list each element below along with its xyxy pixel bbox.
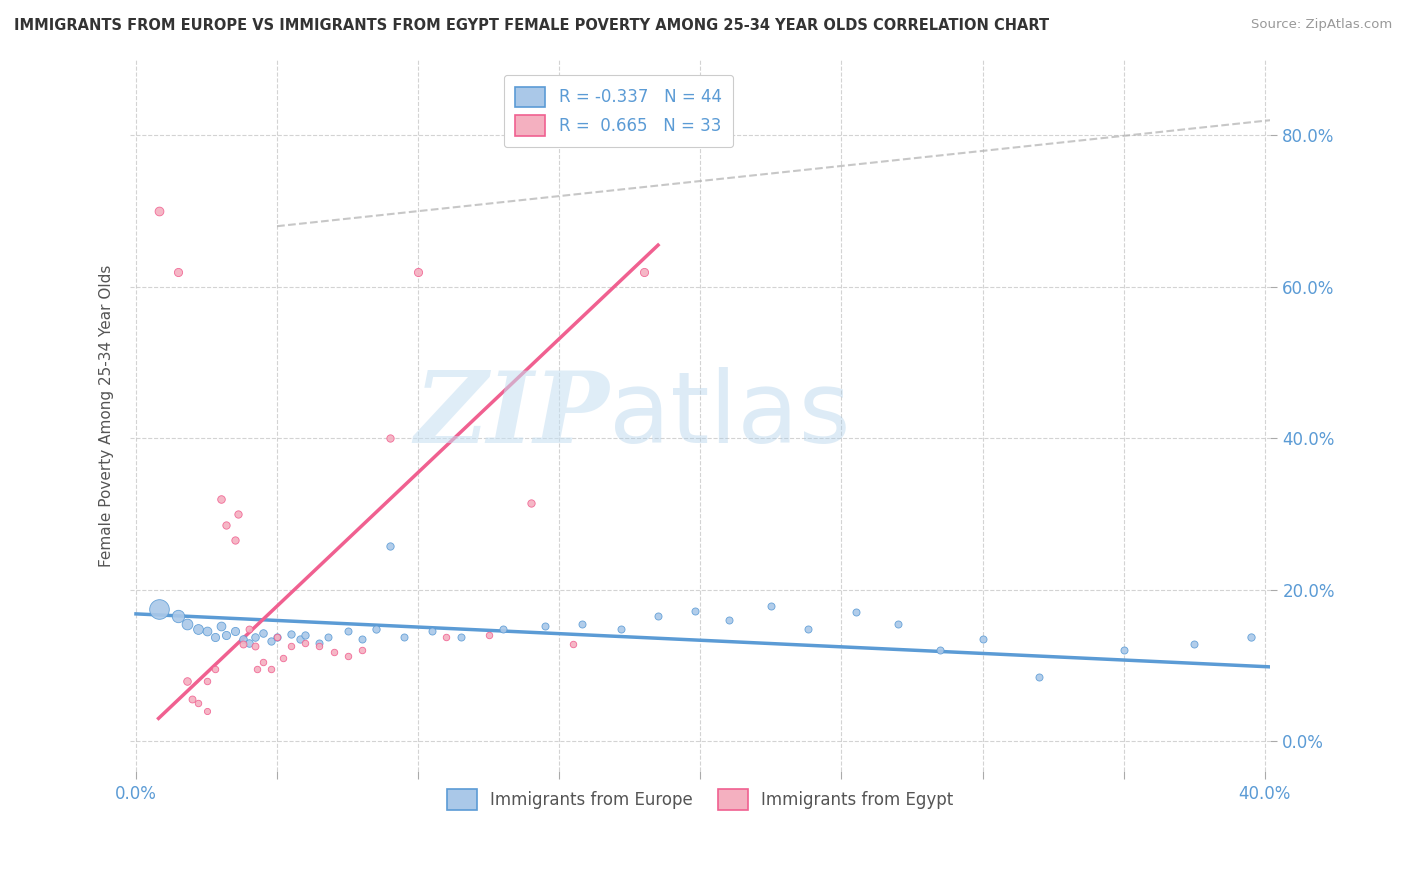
Point xyxy=(266,630,288,644)
Point xyxy=(243,630,266,644)
Point xyxy=(232,632,254,646)
Point xyxy=(364,622,387,636)
Point xyxy=(209,619,232,633)
Point xyxy=(520,495,543,509)
Point xyxy=(406,265,429,279)
Point xyxy=(316,630,339,644)
Point xyxy=(260,634,283,648)
Text: Source: ZipAtlas.com: Source: ZipAtlas.com xyxy=(1251,18,1392,31)
Point xyxy=(181,692,204,706)
Point xyxy=(392,630,415,644)
Point xyxy=(972,632,994,646)
Point xyxy=(378,539,401,553)
Point xyxy=(252,655,274,669)
Point xyxy=(647,609,669,624)
Point xyxy=(243,640,266,654)
Point xyxy=(271,650,294,665)
Point xyxy=(288,632,311,646)
Point xyxy=(280,626,302,640)
Point xyxy=(796,622,818,636)
Point xyxy=(450,630,472,644)
Point xyxy=(176,616,198,631)
Point xyxy=(266,630,288,644)
Point xyxy=(167,265,190,279)
Point xyxy=(226,507,249,521)
Point xyxy=(610,622,633,636)
Point xyxy=(1182,637,1205,651)
Point xyxy=(683,604,706,618)
Point xyxy=(336,624,359,639)
Text: ZIP: ZIP xyxy=(415,368,609,464)
Text: atlas: atlas xyxy=(609,367,851,464)
Point xyxy=(887,616,910,631)
Point xyxy=(929,643,952,657)
Point xyxy=(246,662,269,676)
Point xyxy=(845,606,868,620)
Point xyxy=(308,640,330,654)
Point xyxy=(633,265,655,279)
Point xyxy=(204,630,226,644)
Point xyxy=(759,599,782,614)
Point xyxy=(280,640,302,654)
Point xyxy=(238,635,260,649)
Text: IMMIGRANTS FROM EUROPE VS IMMIGRANTS FROM EGYPT FEMALE POVERTY AMONG 25-34 YEAR : IMMIGRANTS FROM EUROPE VS IMMIGRANTS FRO… xyxy=(14,18,1049,33)
Point xyxy=(238,622,260,636)
Point xyxy=(420,624,443,639)
Point xyxy=(148,204,170,219)
Point xyxy=(571,616,593,631)
Point xyxy=(260,662,283,676)
Point xyxy=(294,635,316,649)
Point xyxy=(294,628,316,642)
Point xyxy=(322,645,344,659)
Point xyxy=(562,637,585,651)
Point xyxy=(187,622,209,636)
Point xyxy=(717,613,740,627)
Point xyxy=(336,649,359,664)
Point xyxy=(224,533,246,548)
Point xyxy=(204,662,226,676)
Point xyxy=(308,635,330,649)
Point xyxy=(478,628,501,642)
Point xyxy=(350,643,373,657)
Point xyxy=(1028,670,1050,684)
Point xyxy=(1240,630,1263,644)
Point xyxy=(534,619,557,633)
Point xyxy=(195,624,218,639)
Point xyxy=(232,637,254,651)
Point xyxy=(378,431,401,445)
Point xyxy=(252,625,274,640)
Point xyxy=(195,673,218,688)
Point xyxy=(436,630,458,644)
Point xyxy=(176,673,198,688)
Y-axis label: Female Poverty Among 25-34 Year Olds: Female Poverty Among 25-34 Year Olds xyxy=(100,264,114,566)
Point xyxy=(195,704,218,718)
Point xyxy=(167,609,190,624)
Point xyxy=(148,601,170,615)
Point xyxy=(492,622,515,636)
Point xyxy=(224,624,246,639)
Point xyxy=(350,632,373,646)
Point xyxy=(209,491,232,506)
Point xyxy=(187,696,209,710)
Point xyxy=(1112,643,1135,657)
Point xyxy=(215,628,238,642)
Point xyxy=(215,518,238,533)
Legend: Immigrants from Europe, Immigrants from Egypt: Immigrants from Europe, Immigrants from … xyxy=(440,783,960,816)
